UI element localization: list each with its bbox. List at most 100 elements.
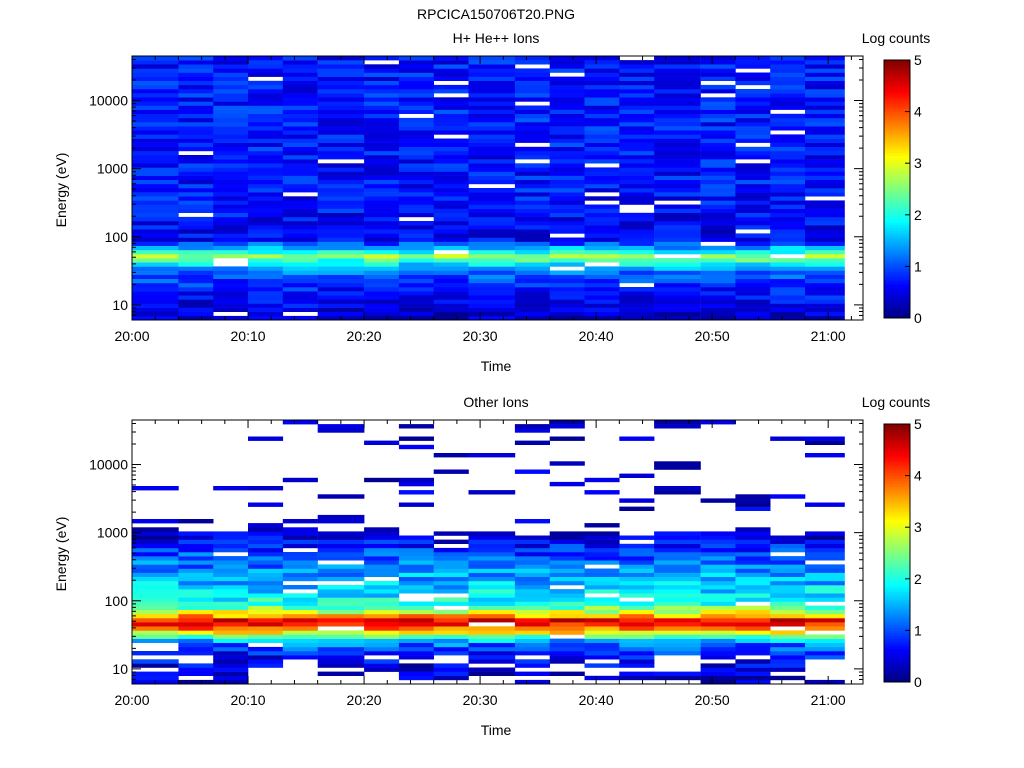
spectrogram-cell <box>805 72 845 77</box>
spectrogram-cell <box>433 192 469 197</box>
spectrogram-cell <box>178 315 214 321</box>
spectrogram-cell <box>132 130 179 135</box>
spectrogram-cell <box>132 659 179 664</box>
spectrogram-cell <box>735 225 771 230</box>
spectrogram-cell <box>735 245 771 251</box>
spectrogram-cell <box>132 105 179 110</box>
spectrogram-cell <box>248 117 284 123</box>
spectrogram-cell <box>805 291 845 296</box>
spectrogram-cell <box>398 618 434 623</box>
spectrogram-cell <box>282 560 318 565</box>
spectrogram-cell <box>364 531 400 536</box>
spectrogram-cell <box>213 196 249 201</box>
spectrogram-cell <box>584 291 620 296</box>
spectrogram-cell <box>700 175 736 180</box>
spectrogram-cell <box>178 605 214 610</box>
spectrogram-cell <box>132 258 179 263</box>
spectrogram-cell <box>364 262 400 267</box>
spectrogram-cell <box>282 278 318 284</box>
spectrogram-cell <box>433 282 469 288</box>
spectrogram-cell <box>770 188 806 193</box>
spectrogram-cell <box>654 216 701 222</box>
spectrogram-cell <box>805 167 845 172</box>
spectrogram-cell <box>770 142 806 147</box>
spectrogram-cell <box>178 192 214 197</box>
spectrogram-cell <box>619 233 655 238</box>
spectrogram-cell <box>248 183 284 189</box>
spectrogram-cell <box>398 311 434 317</box>
spectrogram-cell <box>735 597 771 602</box>
colorbar-swatch <box>884 426 910 430</box>
spectrogram-cell <box>178 258 214 263</box>
spectrogram-cell <box>584 225 620 230</box>
spectrogram-cell <box>770 618 806 623</box>
spectrogram-cell <box>549 183 585 189</box>
spectrogram-cell <box>433 146 469 152</box>
spectrogram-cell <box>549 122 585 127</box>
spectrogram-cell <box>248 266 284 271</box>
spectrogram-cell <box>770 659 806 664</box>
spectrogram-cell <box>132 651 179 656</box>
spectrogram-cell <box>584 601 620 606</box>
spectrogram-cell <box>584 303 620 308</box>
spectrogram-cell <box>178 266 214 271</box>
spectrogram-cell <box>700 291 736 296</box>
spectrogram-cell <box>619 142 655 147</box>
spectrogram-cell <box>178 572 214 577</box>
colorbar-swatch <box>884 240 910 244</box>
spectrogram-cell <box>735 204 771 209</box>
spectrogram-cell <box>213 291 249 296</box>
spectrogram-cell <box>248 556 284 561</box>
spectrogram-cell <box>514 663 550 668</box>
colorbar-swatch <box>884 503 910 507</box>
spectrogram-cell <box>317 150 365 156</box>
spectrogram-cell <box>735 291 771 296</box>
spectrogram-cell <box>770 89 806 94</box>
spectrogram-cell <box>282 609 318 615</box>
spectrogram-cell <box>364 229 400 234</box>
spectrogram-cell <box>770 622 806 627</box>
spectrogram-cell <box>398 175 434 180</box>
spectrogram-cell <box>514 97 550 102</box>
spectrogram-cell <box>317 299 365 304</box>
spectrogram-cell <box>584 68 620 73</box>
spectrogram-cell <box>317 233 365 238</box>
colorbar-swatch <box>884 431 910 435</box>
spectrogram-cell <box>468 278 516 284</box>
spectrogram-cell <box>433 138 469 143</box>
spectrogram-cell <box>398 188 434 193</box>
colorbar-swatch <box>884 449 910 453</box>
spectrogram-cell <box>468 64 516 69</box>
spectrogram-cell <box>700 576 736 582</box>
spectrogram-cell <box>549 552 585 557</box>
spectrogram-cell <box>805 270 845 275</box>
spectrogram-cell <box>549 311 585 317</box>
spectrogram-cell <box>619 84 655 90</box>
spectrogram-cell <box>282 105 318 110</box>
spectrogram-cell <box>433 469 469 474</box>
spectrogram-cell <box>398 543 434 549</box>
spectrogram-cell <box>282 634 318 639</box>
spectrogram-cell <box>248 634 284 639</box>
spectrogram-cell <box>364 93 400 98</box>
spectrogram-cell <box>433 241 469 246</box>
spectrogram-cell <box>619 101 655 106</box>
colorbar-swatch <box>884 478 910 482</box>
spectrogram-cell <box>398 580 434 586</box>
spectrogram-cell <box>700 539 736 544</box>
spectrogram-cell <box>619 216 655 222</box>
spectrogram-cell <box>619 580 655 586</box>
colorbar-swatch <box>884 653 910 657</box>
colorbar-swatch <box>884 243 910 247</box>
spectrogram-cell <box>282 196 318 201</box>
spectrogram-cell <box>514 146 550 152</box>
spectrogram-cell <box>282 245 318 251</box>
spectrogram-cell <box>770 556 806 561</box>
spectrogram-cell <box>433 560 469 565</box>
spectrogram-cell <box>364 659 400 664</box>
spectrogram-cell <box>178 593 214 598</box>
spectrogram-cell <box>770 601 806 606</box>
spectrogram-cell <box>248 299 284 304</box>
spectrogram-cell <box>364 605 400 610</box>
spectrogram-cell <box>654 630 701 635</box>
